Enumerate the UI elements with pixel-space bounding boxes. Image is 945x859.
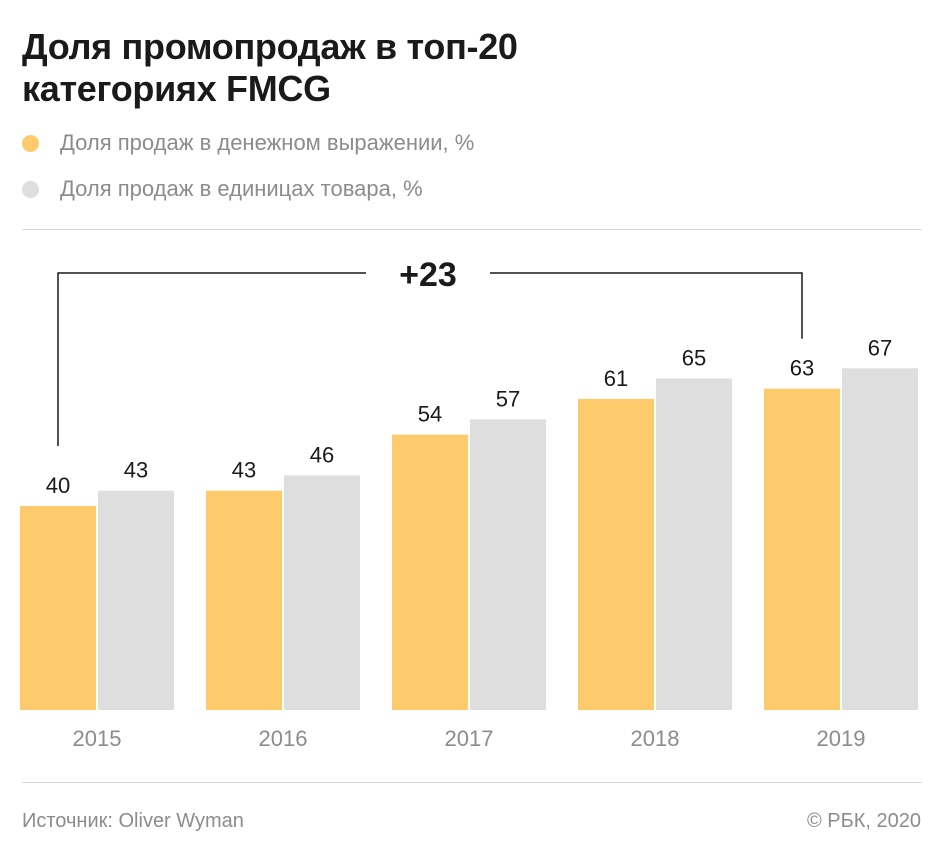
legend-swatch-units — [22, 180, 39, 198]
copyright: © РБК, 2020 — [806, 810, 921, 832]
x-tick-label-2017: 2017 — [445, 726, 494, 751]
bar-2017-series-1 — [392, 434, 468, 710]
legend: Доля продаж в денежном выражении, % Доля… — [22, 120, 474, 212]
chart-title-line-1: Доля промопродаж в топ-20 — [22, 26, 518, 67]
value-label-2015-series-1: 40 — [46, 473, 70, 498]
source-note: Источник: Oliver Wyman — [22, 810, 244, 832]
x-tick-label-2016: 2016 — [259, 726, 308, 751]
value-label-2018-series-2: 65 — [682, 346, 706, 371]
legend-item-units: Доля продаж в единицах товара, % — [22, 166, 474, 212]
x-tick-label-2019: 2019 — [817, 726, 866, 751]
value-label-2017-series-2: 57 — [496, 386, 520, 411]
bar-2018-series-1 — [578, 398, 654, 710]
value-label-2019-series-2: 67 — [868, 335, 892, 360]
bar-2016-series-2 — [284, 475, 360, 710]
value-label-2018-series-1: 61 — [604, 366, 628, 391]
legend-label-units: Доля продаж в единицах товара, % — [60, 176, 423, 201]
bottom-divider — [22, 782, 922, 783]
bar-2015-series-1 — [20, 506, 96, 710]
x-tick-label-2018: 2018 — [631, 726, 680, 751]
annotation-bracket-left — [57, 272, 366, 446]
bar-2018-series-2 — [656, 378, 732, 710]
chart-title: Доля промопродаж в топ-20 категориях FMC… — [22, 26, 822, 110]
bar-2016-series-1 — [206, 490, 282, 710]
bar-2017-series-2 — [470, 419, 546, 710]
value-label-2015-series-2: 43 — [124, 458, 148, 483]
bar-2019-series-1 — [764, 388, 840, 710]
chart-title-line-2: категориях FMCG — [22, 68, 331, 109]
value-label-2019-series-1: 63 — [790, 356, 814, 381]
x-tick-label-2015: 2015 — [73, 726, 122, 751]
bar-chart: 40 43 2015 43 46 2016 54 57 2017 61 65 2018 63 67 2019… — [20, 256, 918, 751]
bar-2015-series-2 — [98, 490, 174, 710]
annotation-label: +23 — [399, 256, 457, 294]
value-label-2016-series-2: 46 — [310, 442, 334, 467]
legend-swatch-money — [22, 134, 39, 152]
annotation-bracket-right — [490, 272, 803, 339]
legend-label-money: Доля продаж в денежном выражении, % — [60, 130, 475, 155]
top-divider — [22, 229, 922, 230]
legend-item-money: Доля продаж в денежном выражении, % — [22, 120, 474, 166]
bar-2019-series-2 — [842, 368, 918, 710]
value-label-2017-series-1: 54 — [418, 402, 442, 427]
value-label-2016-series-1: 43 — [232, 458, 256, 483]
